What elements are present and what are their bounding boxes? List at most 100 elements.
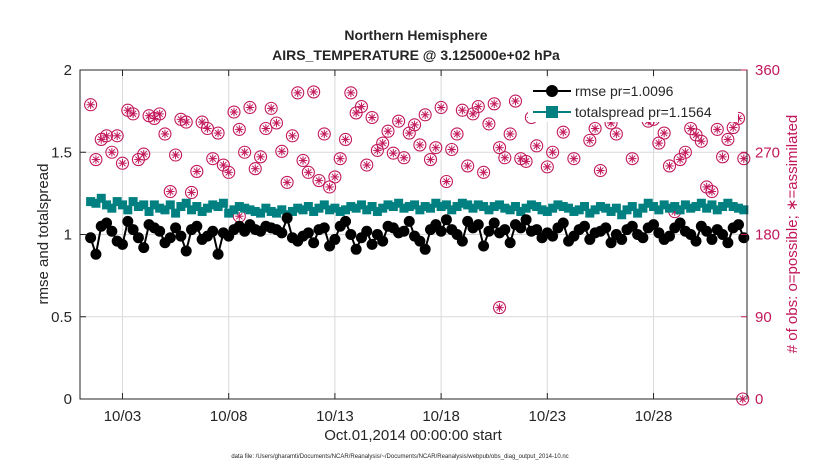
totalspread-marker <box>532 202 542 212</box>
totalspread-marker <box>447 205 457 215</box>
rmse-marker <box>504 237 516 249</box>
obs-possible-marker <box>546 145 560 159</box>
totalspread-marker <box>463 200 473 210</box>
obs-assimilated-marker <box>532 141 541 151</box>
obs-possible-marker <box>583 133 597 147</box>
obs-assimilated-marker <box>134 155 143 164</box>
obs-assimilated-marker <box>458 106 467 115</box>
obs-possible-marker <box>84 98 98 112</box>
totalspread-marker <box>553 200 563 210</box>
obs-possible-marker <box>317 127 331 141</box>
totalspread-marker <box>356 200 366 210</box>
totalspread-marker <box>171 208 181 218</box>
rmse-marker <box>547 230 559 242</box>
obs-possible-marker <box>285 129 299 143</box>
obs-possible-marker <box>471 100 485 114</box>
obs-possible-marker <box>184 185 199 200</box>
totalspread-marker <box>128 197 138 207</box>
rmse-marker <box>717 229 729 240</box>
obs-assimilated-marker <box>442 177 451 186</box>
totalspread-marker <box>192 202 202 212</box>
totalspread-marker <box>117 200 127 210</box>
totalspread-marker <box>542 206 552 216</box>
totalspread-marker <box>500 203 510 213</box>
obs-assimilated-marker <box>654 138 664 148</box>
rmse-marker <box>138 242 150 254</box>
obs-assimilated-marker <box>681 148 690 157</box>
obs-possible-marker <box>269 116 284 130</box>
obs-assimilated-marker <box>357 102 366 111</box>
y-tick-label-right: 180 <box>755 227 780 244</box>
totalspread-marker <box>303 202 313 212</box>
obs-assimilated-marker <box>107 148 117 157</box>
rmse-marker <box>154 225 166 237</box>
totalspread-marker <box>548 203 558 213</box>
obs-possible-marker <box>445 142 459 157</box>
obs-assimilated-marker <box>479 168 488 177</box>
obs-assimilated-marker <box>150 114 159 123</box>
obs-possible-marker <box>376 136 390 150</box>
rmse-marker <box>483 225 495 237</box>
totalspread-marker <box>378 203 388 213</box>
totalspread-marker <box>245 205 255 215</box>
obs-possible-marker <box>338 132 353 147</box>
obs-possible-marker <box>450 127 464 141</box>
totalspread-marker <box>590 205 600 215</box>
obs-possible-marker <box>232 122 246 136</box>
legend-box <box>528 78 738 122</box>
obs-possible-marker <box>625 152 639 166</box>
rmse-marker <box>329 233 341 245</box>
obs-assimilated-marker <box>240 148 249 157</box>
rmse-marker <box>531 224 543 236</box>
totalspread-marker <box>133 202 143 212</box>
totalspread-marker <box>218 198 228 208</box>
obs-assimilated-marker <box>256 152 265 162</box>
obs-assimilated-marker <box>474 102 483 111</box>
rmse-marker <box>398 225 410 237</box>
obs-possible-marker <box>567 152 581 166</box>
rmse-marker <box>663 230 675 242</box>
totalspread-marker <box>696 198 706 208</box>
rmse-marker <box>478 240 490 252</box>
totalspread-marker <box>144 206 154 216</box>
obs-possible-marker <box>397 151 411 165</box>
totalspread-marker <box>595 202 605 212</box>
totalspread-marker <box>102 200 112 210</box>
rmse-marker <box>85 232 97 244</box>
obs-possible-marker <box>105 145 119 159</box>
totalspread-marker <box>309 206 319 216</box>
obs-assimilated-marker <box>91 155 101 164</box>
totalspread-marker <box>165 200 175 210</box>
rmse-marker <box>127 224 139 236</box>
totalspread-marker <box>298 205 308 215</box>
obs-assimilated-marker <box>399 153 409 162</box>
obs-possible-marker <box>365 110 379 125</box>
obs-assimilated-marker <box>128 109 138 119</box>
obs-assimilated-marker <box>426 155 435 164</box>
obs-possible-marker <box>222 165 236 179</box>
obs-assimilated-marker <box>293 88 302 98</box>
obs-assimilated-marker <box>484 119 494 129</box>
rmse-marker <box>308 237 320 249</box>
obs-assimilated-marker <box>675 155 685 164</box>
rmse-marker <box>578 220 590 232</box>
obs-assimilated-marker <box>596 166 605 175</box>
rmse-marker <box>600 222 612 234</box>
legend-spread-label: totalspread pr=1.1564 <box>575 104 712 120</box>
rmse-marker <box>170 222 182 234</box>
obs-assimilated-marker <box>261 124 271 133</box>
totalspread-marker <box>691 202 701 212</box>
obs-possible-marker <box>211 126 225 140</box>
totalspread-marker <box>659 200 669 210</box>
totalspread-marker <box>240 203 250 213</box>
rmse-marker <box>648 219 660 231</box>
totalspread-marker <box>256 208 266 218</box>
obs-possible-marker <box>429 141 443 155</box>
obs-assimilated-marker <box>304 168 313 177</box>
obs-assimilated-marker <box>341 135 350 144</box>
obs-assimilated-marker <box>665 161 674 171</box>
totalspread-marker <box>149 200 159 210</box>
totalspread-marker <box>197 206 207 216</box>
obs-assimilated-marker <box>102 131 111 140</box>
totalspread-marker <box>394 198 404 208</box>
